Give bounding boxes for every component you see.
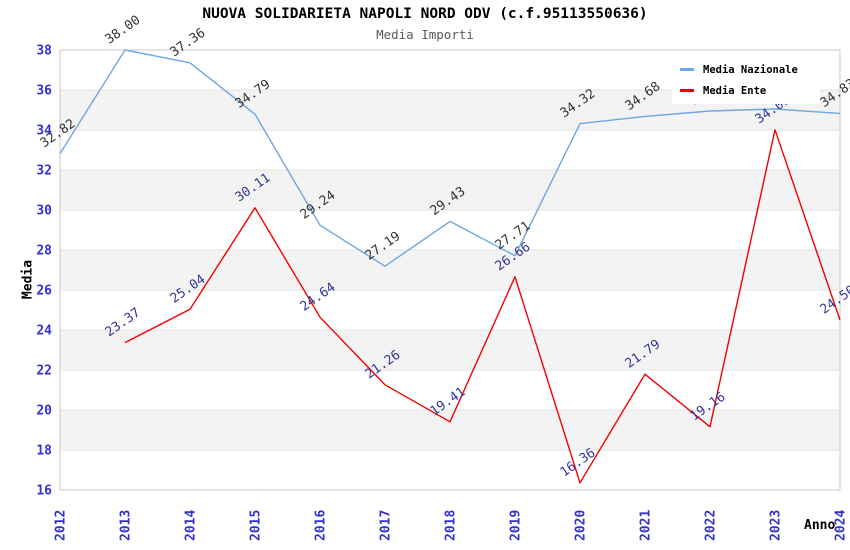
x-tick-label: 2021	[639, 510, 654, 541]
grid-band	[60, 250, 840, 290]
plot-frame	[59, 49, 841, 491]
y-tick-label: 30	[36, 204, 52, 219]
series-line-0	[59, 49, 841, 267]
x-axis-title: Anno	[804, 518, 836, 533]
x-tick-label: 2019	[509, 510, 524, 541]
legend: Media Nazionale Media Ente	[672, 56, 820, 104]
legend-item-ente: Media Ente	[680, 84, 812, 97]
legend-label-nazionale: Media Nazionale	[703, 63, 798, 76]
grid-band	[60, 410, 840, 450]
y-tick-label: 28	[36, 244, 52, 259]
y-tick-label: 22	[36, 364, 52, 379]
y-tick-label: 16	[36, 484, 52, 499]
legend-item-nazionale: Media Nazionale	[680, 63, 812, 76]
y-tick-label: 18	[36, 444, 52, 459]
y-axis-title: Media	[20, 259, 36, 300]
x-tick-label: 2023	[769, 510, 784, 541]
y-tick-label: 26	[36, 284, 52, 299]
chart-title: NUOVA SOLIDARIETA NAPOLI NORD ODV (c.f.9…	[202, 6, 648, 22]
x-tick-label: 2020	[574, 510, 589, 541]
legend-swatch-nazionale	[680, 68, 694, 71]
legend-label-ente: Media Ente	[703, 84, 767, 97]
x-tick-label: 2012	[54, 510, 69, 541]
y-tick-label: 24	[36, 324, 52, 339]
series-line-1	[124, 129, 841, 484]
x-tick-label: 2013	[119, 510, 134, 541]
x-tick-label: 2017	[379, 510, 394, 541]
x-tick-label: 2024	[834, 510, 849, 541]
chart-subtitle: Media Importi	[376, 27, 474, 42]
legend-swatch-ente	[680, 89, 694, 92]
x-tick-label: 2014	[184, 510, 199, 541]
x-tick-label: 2022	[704, 510, 719, 541]
x-tick-label: 2016	[314, 510, 329, 541]
y-tick-label: 32	[36, 164, 52, 179]
grid-band	[60, 170, 840, 210]
y-tick-label: 36	[36, 84, 52, 99]
x-tick-label: 2015	[249, 510, 264, 541]
y-tick-label: 20	[36, 404, 52, 419]
grid-band	[60, 330, 840, 370]
y-tick-label: 34	[36, 124, 52, 139]
y-tick-label: 38	[36, 44, 52, 59]
x-tick-label: 2018	[444, 510, 459, 541]
